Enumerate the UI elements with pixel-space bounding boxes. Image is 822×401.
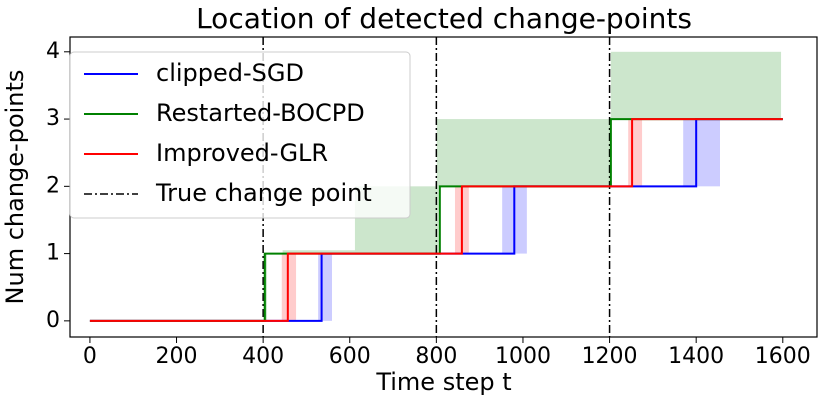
uncertainty-band	[683, 119, 720, 187]
x-axis-label: Time step t	[375, 368, 511, 396]
x-tick-label: 200	[156, 344, 198, 369]
uncertainty-band	[610, 51, 782, 120]
legend-label: Improved-GLR	[156, 139, 328, 167]
uncertainty-band	[281, 253, 297, 321]
y-tick-label: 3	[46, 106, 60, 131]
series-line	[89, 118, 783, 322]
x-tick-label: 1000	[495, 344, 551, 369]
y-tick-label: 2	[46, 173, 60, 198]
y-tick-label: 4	[46, 39, 60, 64]
uncertainty-band	[436, 119, 611, 187]
series-line	[89, 118, 783, 322]
x-tick-label: 0	[83, 344, 97, 369]
legend-label: True change point	[155, 179, 372, 207]
y-axis-label: Num change-points	[1, 70, 29, 305]
y-tick-label: 1	[46, 241, 60, 266]
series-line	[89, 118, 783, 322]
chart-title: Location of detected change-points	[196, 2, 692, 35]
x-tick-label: 400	[242, 344, 284, 369]
legend-label: Restarted-BOCPD	[156, 99, 365, 127]
uncertainty-band	[282, 250, 355, 254]
x-tick-label: 800	[415, 344, 457, 369]
y-tick-label: 0	[46, 308, 60, 333]
legend-label: clipped-SGD	[156, 59, 304, 87]
x-tick-label: 1400	[668, 344, 724, 369]
uncertainty-band	[318, 253, 332, 321]
legend-box	[69, 51, 411, 219]
x-tick-label: 600	[329, 344, 371, 369]
x-tick-label: 1600	[755, 344, 811, 369]
x-tick-label: 1200	[582, 344, 638, 369]
uncertainty-band	[628, 119, 643, 187]
